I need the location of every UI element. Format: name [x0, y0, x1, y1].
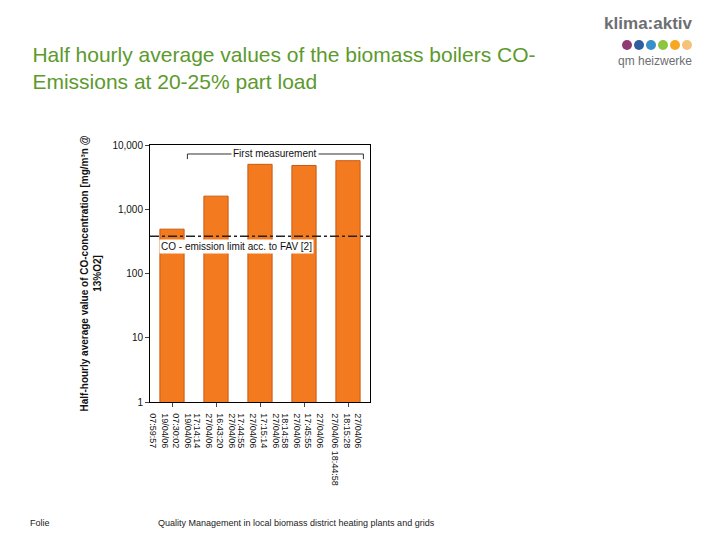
html-text:Folie: Folie [30, 518, 50, 528]
html-text:Quality Management in local bi: Quality Management in local biomass dist… [158, 518, 435, 528]
svg-text:Half-hourly average value of C: Half-hourly average value of CO-concentr… [79, 135, 103, 411]
svg-text:19/04/0607:30:0219/04/0607:59:: 19/04/0607:30:0219/04/0607:59:57 [148, 413, 193, 448]
svg-text:27/04/0617:15:1427/04/0617:44:: 27/04/0617:15:1427/04/0617:44:55 [236, 413, 281, 448]
svg-text:Half hourly average values of: Half hourly average values of the biomas… [32, 43, 535, 93]
svg-text:1: 1 [137, 397, 143, 408]
svg-text:10,000: 10,000 [112, 140, 143, 151]
svg-text:27/04/0618:15:2827/04/06 18:44: 27/04/0618:15:2827/04/06 18:44:58 [330, 413, 363, 486]
svg-text:100: 100 [126, 268, 143, 279]
svg-text:1,000: 1,000 [118, 204, 143, 215]
svg-text:10: 10 [132, 332, 144, 343]
html-text:klima:aktiv: klima:aktiv [604, 14, 692, 33]
svg-text:27/04/0617:45:5527/04/0618:14:: 27/04/0617:45:5527/04/0618:14:58 [280, 413, 325, 448]
html-text:qm heizwerke: qm heizwerke [618, 54, 692, 68]
svg-text:CO - emission limit acc. to FA: CO - emission limit acc. to FAV [2] [161, 241, 312, 252]
svg-text:First measurement: First measurement [233, 148, 317, 159]
svg-text:27/04/0616:43:2027/04/0617:14:: 27/04/0616:43:2027/04/0617:14:14 [192, 413, 237, 448]
